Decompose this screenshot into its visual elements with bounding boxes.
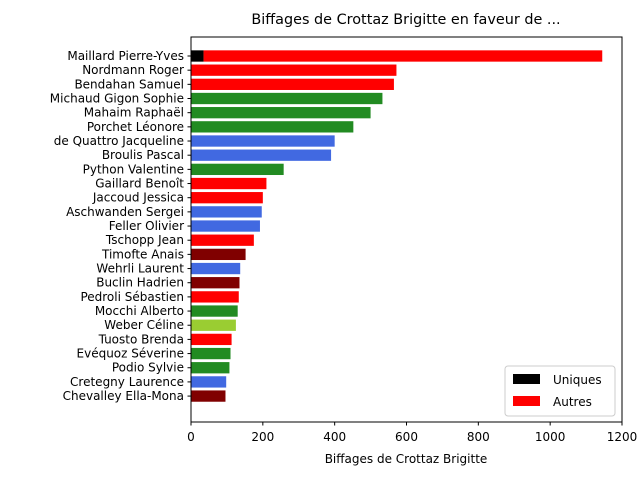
bar-autres-pedroli-sebastien: [191, 291, 239, 303]
bar-autres-buclin-hadrien: [191, 277, 240, 289]
bar-autres-tuosto-brenda: [191, 333, 232, 346]
bar-autres-de-quattro-jacqueline: [191, 135, 335, 147]
y-tick-label: Mocchi Alberto: [95, 304, 184, 318]
x-tick-label: 800: [467, 430, 490, 444]
x-axis-label: Biffages de Crottaz Brigitte: [325, 452, 488, 466]
y-tick-label: Chevalley Ella-Mona: [63, 389, 184, 403]
y-tick-label: Mahaim Raphaël: [84, 106, 184, 120]
bar-autres-tschopp-jean: [191, 234, 254, 246]
bar-autres-broulis-pascal: [191, 149, 332, 161]
bar-autres-feller-olivier: [191, 220, 260, 232]
x-tick-label: 400: [323, 430, 346, 444]
y-tick-label: Pedroli Sébastien: [80, 290, 184, 304]
x-axis: 0 200 400 600 800 1000 1200: [187, 422, 637, 444]
y-tick-label: Podio Sylvie: [112, 361, 184, 375]
y-tick-label: Porchet Léonore: [87, 120, 184, 134]
bar-autres-gaillard-benoit: [191, 177, 267, 190]
bar-autres-porchet-leonore: [191, 121, 354, 133]
bar-autres-nordmann-roger: [191, 64, 397, 76]
bar-autres-wehrli-laurent: [191, 262, 241, 275]
bar-autres-timofte-anais: [191, 248, 246, 261]
legend-swatch-uniques: [513, 374, 540, 384]
y-tick-label: Bendahan Samuel: [74, 77, 184, 91]
y-tick-label: Python Valentine: [83, 162, 184, 176]
y-tick-label: Timofte Anais: [101, 247, 184, 261]
y-tick-label: Broulis Pascal: [102, 148, 184, 162]
x-tick-label: 200: [251, 430, 274, 444]
bar-autres-podio-sylvie: [191, 362, 230, 374]
bar-autres-jaccoud-jessica: [191, 192, 263, 204]
y-tick-label: Jaccoud Jessica: [92, 191, 184, 205]
y-tick-label: Michaud Gigon Sophie: [50, 92, 184, 106]
bar-autres-cretegny-laurence: [191, 376, 227, 388]
bar-autres-mahaim-raphael: [191, 107, 371, 119]
bar-autres-bendahan-samuel: [191, 78, 394, 90]
legend-label-autres: Autres: [553, 395, 592, 409]
y-tick-label: Buclin Hadrien: [96, 276, 184, 290]
bars-group: [191, 50, 603, 402]
x-tick-label: 600: [395, 430, 418, 444]
bar-autres-mocchi-alberto: [191, 305, 238, 317]
y-tick-label: Weber Céline: [104, 318, 184, 332]
bar-autres-evequoz-severine: [191, 347, 231, 360]
y-tick-label: Feller Olivier: [109, 219, 184, 233]
y-tick-label: Wehrli Laurent: [96, 262, 184, 276]
bar-autres-weber-celine: [191, 319, 236, 331]
y-tick-label: Cretegny Laurence: [70, 375, 184, 389]
bar-autres-michaud-gigon-sophie: [191, 92, 383, 105]
y-tick-label: de Quattro Jacqueline: [54, 134, 184, 148]
bar-autres-python-valentine: [191, 163, 284, 176]
bar-autres-maillard-pierre-yves: [203, 50, 603, 62]
bar-autres-aschwanden-sergei: [191, 206, 262, 218]
y-tick-label: Aschwanden Sergei: [66, 205, 184, 219]
y-tick-label: Tschopp Jean: [105, 233, 184, 247]
legend-swatch-autres: [513, 396, 540, 406]
y-tick-label: Maillard Pierre-Yves: [67, 49, 184, 63]
y-tick-label: Evéquoz Séverine: [77, 347, 184, 361]
legend: Uniques Autres: [504, 365, 616, 417]
x-tick-label: 0: [187, 430, 195, 444]
bar-autres-chevalley-ella-mona: [191, 390, 226, 402]
x-tick-label: 1000: [535, 430, 566, 444]
chart-title: Biffages de Crottaz Brigitte en faveur d…: [251, 12, 560, 28]
y-tick-label: Nordmann Roger: [82, 63, 184, 77]
legend-label-uniques: Uniques: [553, 373, 602, 387]
y-tick-label: Tuosto Brenda: [98, 332, 184, 346]
y-tick-label: Gaillard Benoît: [95, 177, 184, 191]
bar-uniques-maillard-pierre-yves: [191, 50, 204, 62]
x-tick-label: 1200: [607, 430, 638, 444]
